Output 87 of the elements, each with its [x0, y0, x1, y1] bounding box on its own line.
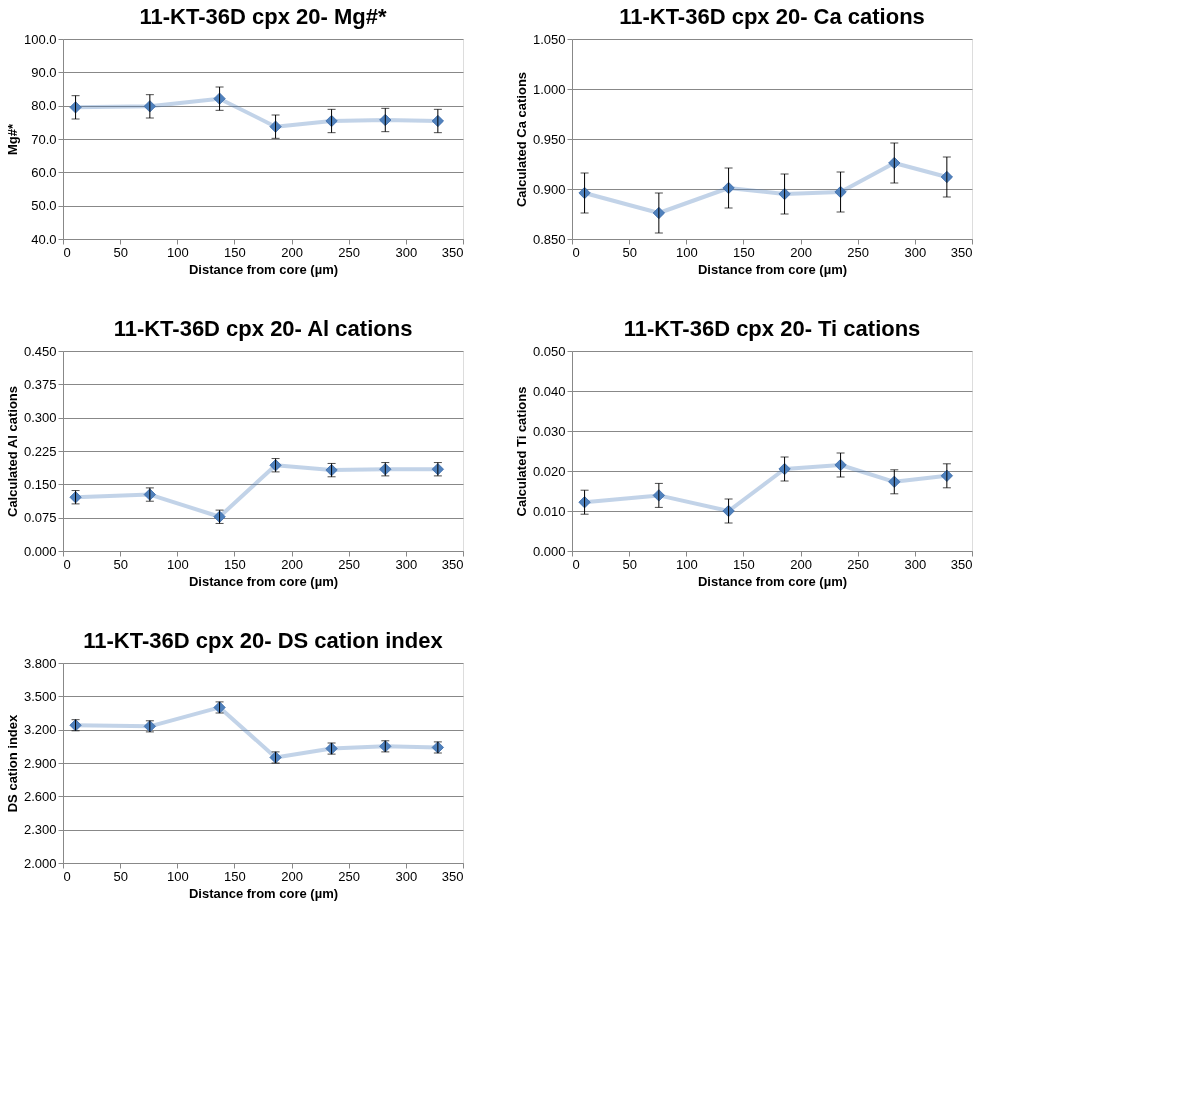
y-tick-label: 0.375: [23, 376, 57, 392]
x-axis-title: Distance from core (µm): [697, 573, 848, 589]
x-tick-label: 50: [113, 556, 128, 572]
chart-title: 11-KT-36D cpx 20- Al cations: [113, 316, 413, 341]
x-tick-label: 250: [847, 244, 870, 260]
x-tick-label: 0: [572, 244, 580, 260]
x-tick-label: 150: [224, 244, 246, 260]
x-tick-label: 150: [224, 556, 246, 572]
x-tick-label: 200: [281, 244, 303, 260]
y-tick-label: 0.450: [23, 343, 57, 359]
y-tick-label: 3.800: [23, 655, 57, 671]
x-tick-label: 300: [904, 244, 927, 260]
y-tick-label: 0.040: [532, 383, 566, 399]
y-tick-label: 0.225: [23, 443, 57, 459]
y-tick-label: 40.0: [31, 231, 57, 247]
x-tick-label: 0: [63, 556, 71, 572]
x-tick-label: 250: [338, 868, 361, 884]
y-tick-label: 0.850: [532, 231, 566, 247]
y-tick-label: 70.0: [31, 131, 57, 147]
y-tick-label: 1.000: [532, 81, 566, 97]
y-tick-label: 1.050: [532, 31, 566, 47]
chart-title: 11-KT-36D cpx 20- Ca cations: [619, 4, 925, 29]
x-tick-label: 300: [395, 868, 418, 884]
y-tick-label: 100.0: [23, 31, 57, 47]
x-tick-label: 0: [63, 244, 71, 260]
y-axis-title: Mg#*: [4, 123, 20, 156]
y-tick-label: 2.000: [23, 855, 57, 871]
y-tick-label: 2.900: [23, 755, 57, 771]
x-tick-label: 300: [395, 244, 418, 260]
y-tick-label: 2.300: [23, 822, 57, 838]
x-tick-label: 150: [733, 244, 755, 260]
y-tick-label: 0.010: [532, 503, 566, 519]
x-tick-label: 100: [675, 556, 698, 572]
x-axis-title: Distance from core (µm): [188, 885, 339, 901]
chart-title: 11-KT-36D cpx 20- Mg#*: [139, 4, 387, 29]
y-tick-label: 0.020: [532, 463, 566, 479]
y-tick-label: 2.600: [23, 788, 57, 804]
x-tick-label: 50: [113, 244, 128, 260]
x-axis-title: Distance from core (µm): [697, 261, 848, 277]
y-tick-label: 0.900: [532, 181, 566, 197]
x-tick-label: 300: [395, 556, 418, 572]
x-tick-label: 100: [166, 244, 189, 260]
y-tick-label: 0.000: [23, 543, 57, 559]
x-tick-label: 250: [338, 244, 361, 260]
y-tick-label: 60.0: [31, 164, 57, 180]
x-tick-label: 150: [733, 556, 755, 572]
x-tick-label: 200: [281, 868, 303, 884]
x-tick-label: 200: [281, 556, 303, 572]
x-tick-label: 350: [950, 244, 973, 260]
y-tick-label: 0.150: [23, 476, 57, 492]
y-tick-label: 0.000: [532, 543, 566, 559]
x-axis-title: Distance from core (µm): [188, 261, 339, 277]
y-axis-title: Calculated Al cations: [4, 386, 20, 517]
chart-title: 11-KT-36D cpx 20- Ti cations: [623, 316, 921, 341]
x-tick-label: 200: [790, 244, 812, 260]
y-tick-label: 0.950: [532, 131, 566, 147]
y-tick-label: 0.030: [532, 423, 566, 439]
x-tick-label: 150: [224, 868, 246, 884]
x-tick-label: 350: [441, 868, 464, 884]
x-tick-label: 200: [790, 556, 812, 572]
x-tick-label: 350: [441, 244, 464, 260]
y-tick-label: 50.0: [31, 198, 57, 214]
x-tick-label: 350: [950, 556, 973, 572]
x-tick-label: 250: [338, 556, 361, 572]
x-tick-label: 100: [675, 244, 698, 260]
x-axis-title: Distance from core (µm): [188, 573, 339, 589]
x-tick-label: 100: [166, 556, 189, 572]
x-tick-label: 0: [63, 868, 71, 884]
x-tick-label: 50: [113, 868, 128, 884]
x-tick-label: 50: [622, 244, 637, 260]
x-tick-label: 300: [904, 556, 927, 572]
y-tick-label: 90.0: [31, 64, 57, 80]
y-tick-label: 0.050: [532, 343, 566, 359]
chart-title: 11-KT-36D cpx 20- DS cation index: [83, 628, 444, 653]
x-tick-label: 100: [166, 868, 189, 884]
y-tick-label: 0.075: [23, 510, 57, 526]
y-tick-label: 3.500: [23, 688, 57, 704]
y-tick-label: 0.300: [23, 410, 57, 426]
x-tick-label: 0: [572, 556, 580, 572]
y-axis-title: Calculated Ca cations: [513, 71, 529, 208]
y-axis-title: Calculated Ti cations: [513, 386, 529, 517]
x-tick-label: 250: [847, 556, 870, 572]
x-tick-label: 50: [622, 556, 637, 572]
y-tick-label: 80.0: [31, 98, 57, 114]
y-axis-title: DS cation index: [4, 713, 20, 813]
y-tick-label: 3.200: [23, 722, 57, 738]
x-tick-label: 350: [441, 556, 464, 572]
